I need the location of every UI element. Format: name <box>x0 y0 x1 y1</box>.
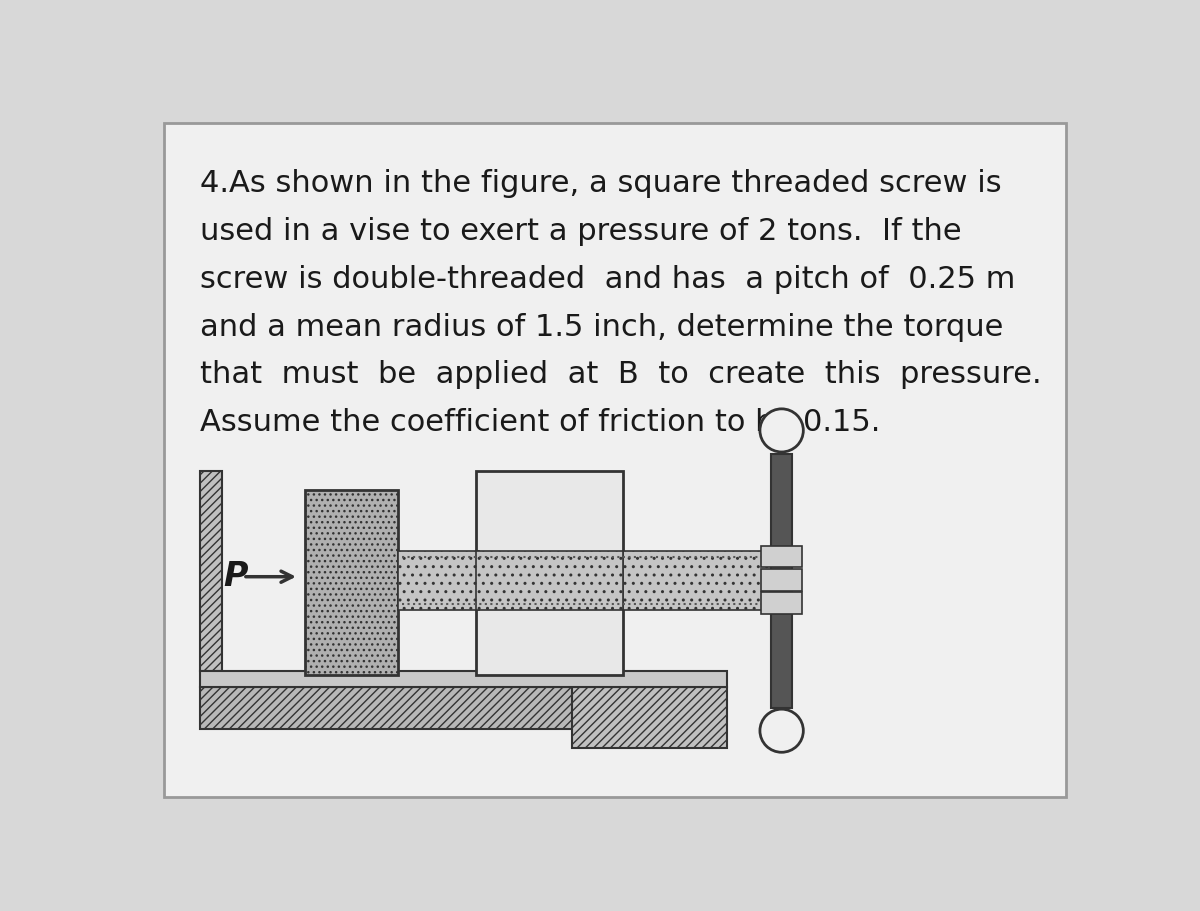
Circle shape <box>760 709 803 752</box>
Bar <box>475 471 623 675</box>
Bar <box>762 569 802 590</box>
Bar <box>200 687 704 729</box>
Bar <box>305 490 398 675</box>
Text: 4.As shown in the figure, a square threaded screw is: 4.As shown in the figure, a square threa… <box>200 169 1002 199</box>
Bar <box>762 546 802 568</box>
Circle shape <box>760 409 803 452</box>
Bar <box>398 551 479 609</box>
Text: that  must  be  applied  at  B  to  create  this  pressure.: that must be applied at B to create this… <box>200 361 1042 389</box>
Bar <box>200 671 727 687</box>
FancyBboxPatch shape <box>164 123 1066 797</box>
Bar <box>762 592 802 614</box>
Text: and a mean radius of 1.5 inch, determine the torque: and a mean radius of 1.5 inch, determine… <box>200 312 1003 342</box>
Bar <box>623 551 778 609</box>
Text: Assume the coefficient of friction to be 0.15.: Assume the coefficient of friction to be… <box>200 408 881 437</box>
Bar <box>200 471 222 671</box>
Text: used in a vise to exert a pressure of 2 tons.  If the: used in a vise to exert a pressure of 2 … <box>200 217 962 246</box>
Bar <box>475 551 623 609</box>
Text: P: P <box>223 560 248 593</box>
Bar <box>770 454 792 708</box>
Text: screw is double-threaded  and has  a pitch of  0.25 m: screw is double-threaded and has a pitch… <box>200 265 1015 294</box>
Bar <box>572 687 727 749</box>
